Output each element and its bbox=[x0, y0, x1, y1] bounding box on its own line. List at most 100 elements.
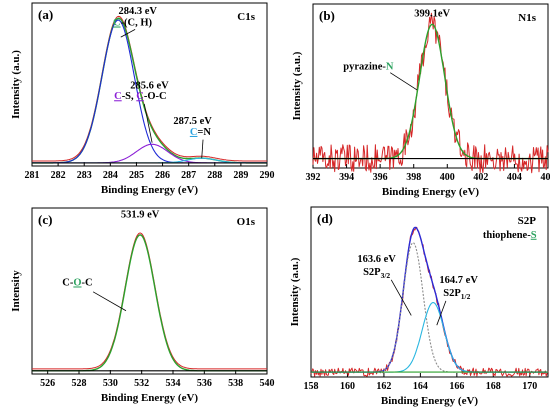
x-tick-label: 288 bbox=[207, 170, 222, 181]
x-tick-label: 286 bbox=[155, 170, 170, 181]
peak-energy-label: 285.6 eV bbox=[130, 80, 169, 91]
annotation-pointer bbox=[143, 103, 153, 143]
x-axis-label: Binding Energy (eV) bbox=[101, 184, 199, 196]
element-label: C1s bbox=[237, 11, 255, 23]
y-axis-label: Intensity (a.u.) bbox=[291, 51, 303, 120]
bond-assignment-part: -O-C bbox=[144, 91, 167, 102]
x-tick-label: 158 bbox=[304, 381, 319, 392]
y-axis-label: Intensity bbox=[10, 270, 22, 312]
x-tick-label: 283 bbox=[77, 170, 92, 181]
bond-assignment-label: C-(C, H) bbox=[113, 18, 153, 29]
bond-assignment-part: C bbox=[190, 127, 198, 138]
orbital-subscript: 3/2 bbox=[381, 271, 391, 280]
x-axis-label: Binding Energy (eV) bbox=[381, 395, 479, 407]
series-raw bbox=[310, 226, 549, 377]
series-raw bbox=[32, 232, 267, 370]
annotation-pointer bbox=[390, 279, 412, 316]
x-tick-label: 532 bbox=[134, 378, 149, 389]
x-tick-label: 160 bbox=[340, 381, 355, 392]
x-tick-label: 282 bbox=[51, 170, 66, 181]
orbital-label: S2P3/2 bbox=[363, 267, 390, 280]
x-tick-label: 536 bbox=[197, 378, 212, 389]
peak-energy-label: 287.5 eV bbox=[173, 116, 212, 127]
x-tick-label: 166 bbox=[449, 381, 464, 392]
bond-assignment-label: C-S, C-O-C bbox=[114, 91, 167, 102]
element-label: O1s bbox=[237, 216, 256, 228]
series-raw bbox=[312, 12, 549, 174]
x-axis-label: Binding Energy (eV) bbox=[101, 392, 199, 404]
bond-assignment-part: N bbox=[386, 62, 394, 73]
element-label: N1s bbox=[518, 12, 536, 24]
bond-assignment-part: C bbox=[114, 91, 122, 102]
x-tick-label: 528 bbox=[72, 378, 87, 389]
orbital-base: S2P bbox=[443, 288, 461, 299]
bond-assignment-label: pyrazine-N bbox=[343, 62, 394, 73]
plot-frame bbox=[31, 2, 268, 167]
bond-assignment-part: -(C, H) bbox=[121, 18, 153, 29]
panel-label: (d) bbox=[317, 211, 333, 226]
panel-4: 158 160 162 164 166 168 170 Binding Energy (eV)… bbox=[289, 206, 549, 407]
bond-assignment-label: C=N bbox=[190, 127, 212, 138]
annotation-pointer bbox=[120, 29, 136, 38]
x-tick-label: 162 bbox=[376, 381, 391, 392]
bond-assignment-part: C bbox=[113, 18, 121, 29]
x-tick-label: 392 bbox=[306, 172, 321, 183]
element-label: S2P bbox=[518, 215, 537, 227]
orbital-subscript: 1/2 bbox=[461, 292, 471, 301]
panel-label: (b) bbox=[319, 8, 335, 23]
y-axis-label: Intensity (a.u.) bbox=[10, 50, 22, 119]
bond-assignment-label: C-O-C bbox=[62, 277, 92, 288]
x-tick-label: 400 bbox=[440, 172, 455, 183]
x-tick-label: 170 bbox=[522, 381, 537, 392]
bond-assignment-part: C- bbox=[62, 277, 74, 288]
panel-2: 392 394 396 398 400 402 404 406 Binding Energy (… bbox=[291, 3, 550, 198]
x-tick-label: 290 bbox=[260, 170, 275, 181]
x-tick-label: 406 bbox=[541, 172, 550, 183]
bond-assignment-part: =N bbox=[197, 127, 211, 138]
panel-1: 281 282 283 284 285 286 287 288 289 290 Binding En… bbox=[10, 2, 275, 196]
orbital-base: S2P bbox=[363, 267, 381, 278]
panel-label: (a) bbox=[38, 7, 53, 22]
bond-assignment-label: thiophene-S bbox=[483, 230, 537, 241]
x-tick-label: 526 bbox=[40, 378, 55, 389]
y-axis-label: Intensity (a.u.) bbox=[289, 257, 301, 326]
bond-assignment-part: S bbox=[531, 230, 537, 241]
x-tick-label: 404 bbox=[507, 172, 522, 183]
x-tick-label: 540 bbox=[260, 378, 275, 389]
annotation-pointer bbox=[92, 291, 127, 312]
peak-energy-label: 163.6 eV bbox=[357, 254, 396, 265]
orbital-label: S2P1/2 bbox=[443, 288, 470, 301]
plot-frame bbox=[310, 206, 549, 378]
x-tick-label: 538 bbox=[228, 378, 243, 389]
panel-label: (c) bbox=[38, 212, 52, 227]
x-tick-label: 168 bbox=[486, 381, 501, 392]
x-tick-label: 284 bbox=[103, 170, 118, 181]
peak-energy-label: 399.1eV bbox=[414, 8, 450, 19]
x-tick-label: 394 bbox=[339, 172, 354, 183]
bond-assignment-part: O bbox=[73, 277, 81, 288]
plot-frame bbox=[31, 207, 268, 375]
bond-assignment-part: C bbox=[136, 91, 144, 102]
x-tick-label: 287 bbox=[181, 170, 196, 181]
x-axis-label: Binding Energy (eV) bbox=[382, 186, 480, 198]
x-tick-label: 398 bbox=[406, 172, 421, 183]
x-tick-label: 281 bbox=[25, 170, 40, 181]
x-tick-label: 289 bbox=[233, 170, 248, 181]
x-tick-label: 402 bbox=[473, 172, 488, 183]
x-tick-label: 534 bbox=[166, 378, 181, 389]
bond-assignment-part: -C bbox=[82, 277, 93, 288]
x-tick-label: 530 bbox=[103, 378, 118, 389]
annotation-pointer bbox=[389, 72, 418, 91]
annotation-pointer bbox=[201, 139, 204, 159]
x-tick-label: 285 bbox=[129, 170, 144, 181]
plot-frame bbox=[312, 3, 549, 169]
x-tick-label: 396 bbox=[373, 172, 388, 183]
peak-energy-label: 284.3 eV bbox=[119, 6, 158, 17]
bond-assignment-part: thiophene- bbox=[483, 230, 531, 241]
peak-energy-label: 531.9 eV bbox=[121, 209, 160, 220]
panel-3: 526 528 530 532 534 536 538 540 Binding Energy (… bbox=[10, 207, 275, 404]
bond-assignment-part: pyrazine- bbox=[343, 62, 386, 73]
series-envelope bbox=[313, 23, 548, 160]
peak-energy-label: 164.7 eV bbox=[439, 275, 478, 286]
